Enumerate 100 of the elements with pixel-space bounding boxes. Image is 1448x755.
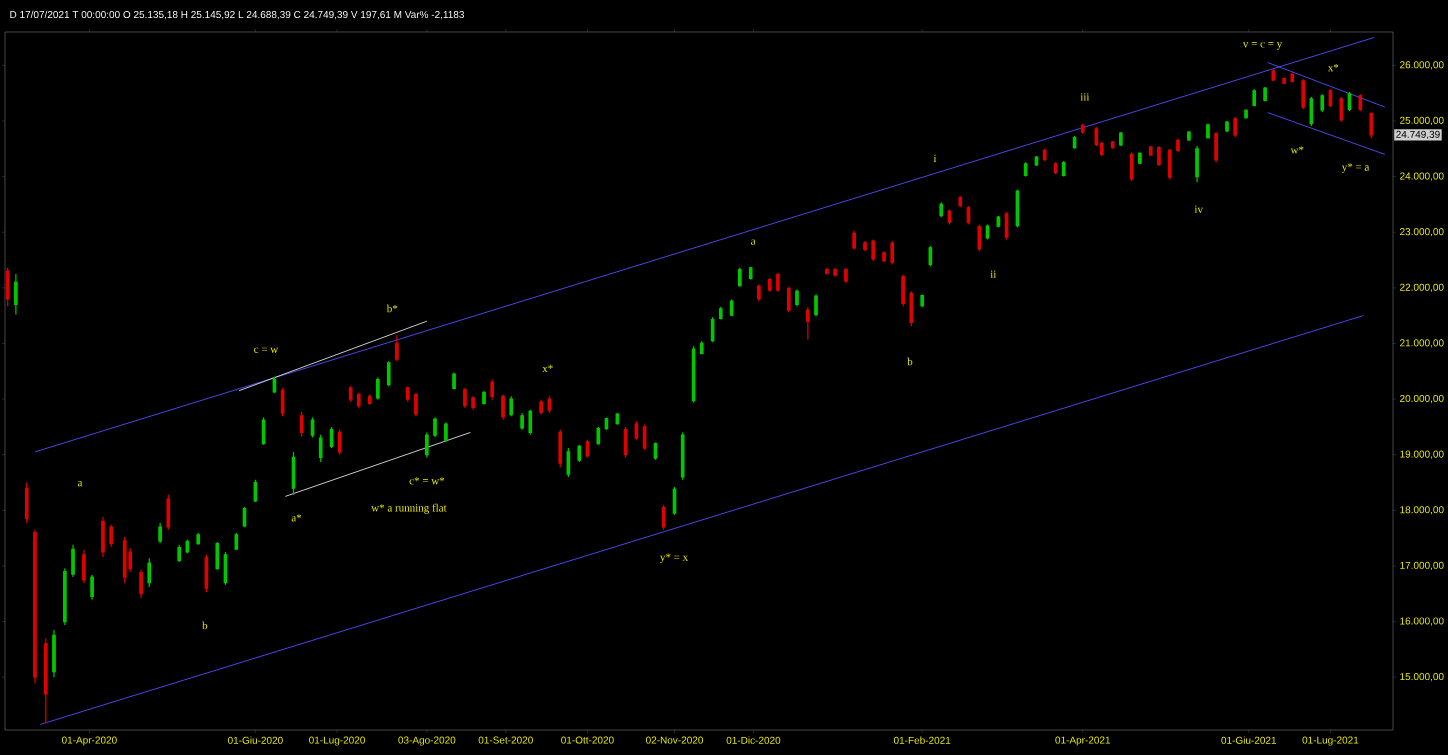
candlestick [196,532,201,546]
candlestick [1339,96,1344,123]
candlestick [44,637,48,724]
y-tick-label: 16.000,00 [1400,617,1444,626]
candlestick [471,395,475,411]
candlestick [615,412,620,426]
candlestick [1369,112,1374,139]
candlestick [1263,86,1267,103]
candlestick [748,266,753,281]
candlestick [1225,120,1229,133]
candlestick [139,569,143,599]
candlestick [1110,140,1115,150]
candlestick [52,629,56,678]
annotation: a [77,480,83,487]
candlestick [852,230,856,251]
annotation: b [907,357,913,366]
x-tick-label: 02-Nov-2020 [646,736,704,744]
candlestick [185,539,190,554]
candlestick [1320,93,1325,113]
candlestick [414,392,418,417]
candlestick [1187,130,1191,142]
candlestick [405,385,410,403]
candlestick [718,306,723,321]
candlestick [738,267,742,288]
candlestick [1080,123,1085,135]
candlestick [101,516,105,558]
text: 24.749,39 [1396,130,1440,140]
candlestick [90,574,94,601]
y-tick-label: 15.000,00 [1400,673,1444,682]
annotation: a [751,239,756,245]
candlestick [920,293,924,308]
candlestick [425,431,429,459]
candlestick [844,267,848,284]
annotation: b* [386,304,398,313]
annotation: x* [542,364,553,373]
x-tick-label: 01-Dic-2020 [726,736,781,744]
candlestick [463,387,467,409]
annotation: v = c = y [1242,42,1283,50]
candlestick [909,290,914,327]
x-tick-label: 01-Apr-2020 [61,736,117,746]
annotation: ii [990,270,997,278]
candlestick [109,524,113,548]
candlestick [452,371,456,391]
candlestick [337,429,342,456]
candlestick [1244,108,1248,120]
annotation: w* a running flat [371,503,447,514]
candlestick [1138,151,1142,165]
candlestick [871,238,876,262]
candlestick [395,334,399,362]
candlestick [509,395,514,417]
candlestick [482,390,486,406]
candlestick [299,411,304,438]
candlestick [699,340,704,356]
candlestick [757,283,761,302]
annotation: y* = x [660,553,688,564]
candlestick [444,421,448,443]
candlestick [928,245,933,267]
candlestick [1195,145,1199,183]
chart-subtitle: D 17/07/2021 T 00:00:00 O 25.135,18 H 25.145,92 L 24.688,39 C 24.749,39 V 197,61 M Var% -2,1183 [10,10,464,20]
candlestick [177,544,182,563]
x-tick-label: 01-Apr-2021 [1055,736,1111,746]
candlestick [501,394,505,421]
candlestick [433,416,437,438]
candlestick [14,273,18,316]
candlestick [547,395,552,414]
candlestick [977,223,982,252]
annotation: iv [1194,205,1203,213]
candlestick [1282,77,1286,85]
candlestick [767,277,772,293]
candlestick [367,394,372,406]
candlestick [1148,145,1153,157]
y-tick-label: 22.000,00 [1400,283,1444,292]
candlestick [833,267,837,278]
y-tick-label: 20.000,00 [1400,394,1444,404]
candlestick [558,429,563,469]
candlestick [1214,131,1218,163]
annotation: x* [1327,63,1339,72]
candlestick [729,298,734,317]
candlestick [71,544,75,578]
candlestick [33,529,37,684]
candlestick [863,240,867,252]
x-tick-label: 01-Giu-2020 [227,736,283,744]
candlestick [1233,116,1237,138]
candlestick [795,288,799,307]
y-tick-label: 21.000,00 [1400,339,1444,348]
candlestick [577,444,582,463]
candlestick [890,240,895,266]
candlestick [158,522,162,544]
candlestick [1042,148,1047,162]
candlestick [318,434,323,463]
x-tick-label: 01-Feb-2021 [893,736,951,744]
candlestick [1309,96,1314,127]
annotation: y* = a [1341,163,1370,173]
candlestick [680,431,685,481]
annotation: iii [1080,93,1090,101]
annotation: b [202,621,208,630]
candlestick [1129,151,1134,182]
y-tick-label: 23.000,00 [1400,228,1444,237]
candlestick [939,201,944,218]
y-tick-label: 18.000,00 [1400,506,1444,515]
